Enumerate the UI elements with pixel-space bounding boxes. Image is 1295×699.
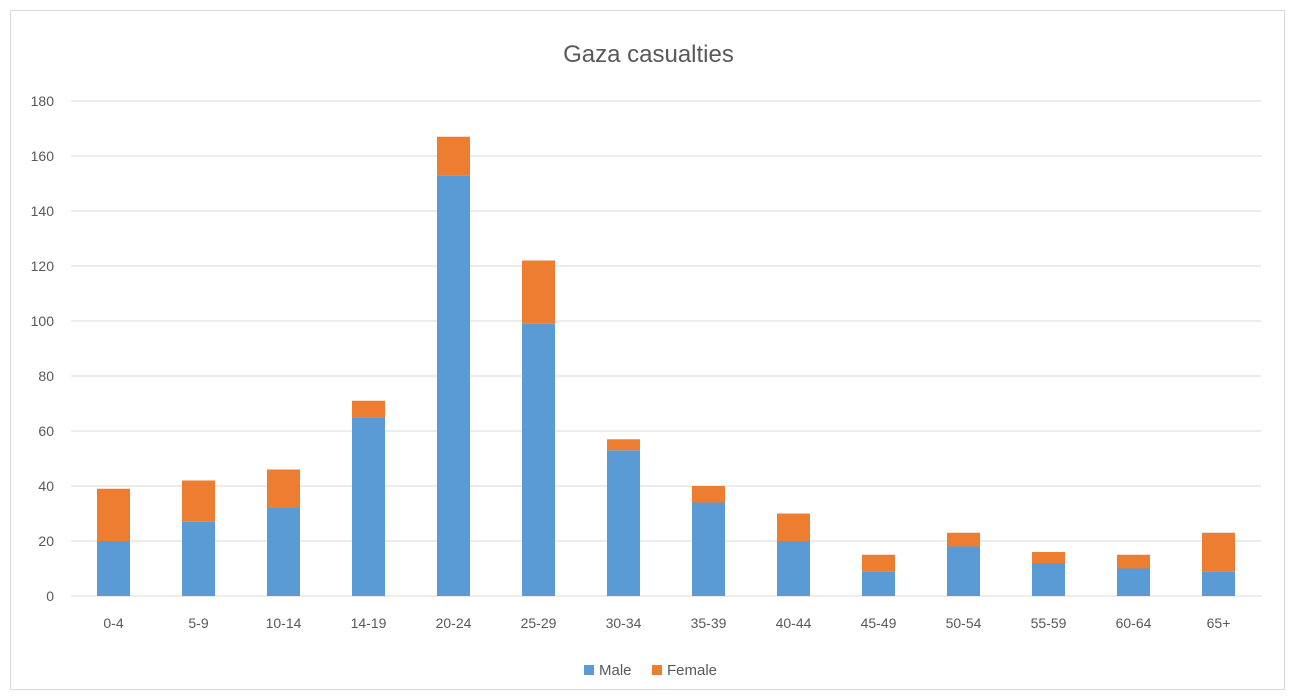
- bar-male-35-39: [692, 502, 725, 596]
- bar-female-10-14: [267, 469, 300, 508]
- bar-female-30-34: [607, 439, 640, 451]
- y-tick-label: 160: [31, 148, 55, 164]
- bar-male-14-19: [352, 417, 385, 596]
- x-tick-label: 40-44: [776, 615, 812, 631]
- bar-male-5-9: [182, 521, 215, 596]
- bar-female-5-9: [182, 480, 215, 522]
- bar-female-0-4: [97, 488, 130, 541]
- bar-female-50-54: [947, 532, 980, 547]
- bar-female-35-39: [692, 486, 725, 503]
- x-tick-label: 60-64: [1116, 615, 1152, 631]
- gridlines: [71, 100, 1261, 597]
- legend: Male Female: [584, 662, 717, 679]
- y-tick-label: 20: [38, 533, 54, 549]
- x-tick-label: 25-29: [521, 615, 557, 631]
- bar-male-20-24: [437, 175, 470, 596]
- x-tick-label: 45-49: [861, 615, 897, 631]
- x-tick-label: 20-24: [436, 615, 472, 631]
- y-tick-label: 0: [46, 588, 54, 604]
- bar-male-65+: [1202, 571, 1235, 596]
- bar-male-30-34: [607, 450, 640, 596]
- bar-male-0-4: [97, 541, 130, 596]
- bar-female-45-49: [862, 554, 895, 572]
- y-tick-label: 140: [31, 203, 55, 219]
- x-tick-label: 0-4: [103, 615, 123, 631]
- bar-female-55-59: [1032, 552, 1065, 563]
- x-tick-label: 10-14: [266, 615, 302, 631]
- legend-swatch-female: [652, 665, 662, 675]
- x-tick-label: 14-19: [351, 615, 387, 631]
- legend-label-female: Female: [667, 662, 717, 679]
- bar-female-65+: [1202, 532, 1235, 572]
- bar-female-25-29: [522, 260, 555, 324]
- x-tick-label: 30-34: [606, 615, 642, 631]
- chart-title: Gaza casualties: [563, 41, 734, 68]
- bar-female-60-64: [1117, 554, 1150, 569]
- bar-male-45-49: [862, 571, 895, 596]
- x-axis-tick-labels: 0-4 5-9 10-14 14-19 20-24 25-29 30-34 35-39 40-4…: [103, 615, 1230, 631]
- bar-male-40-44: [777, 541, 810, 596]
- bar-male-55-59: [1032, 563, 1065, 596]
- legend-swatch-male: [584, 665, 594, 675]
- bar-male-25-29: [522, 323, 555, 596]
- bar-male-50-54: [947, 546, 980, 596]
- y-tick-label: 180: [31, 93, 55, 109]
- legend-label-male: Male: [599, 662, 632, 679]
- bars: [97, 136, 1235, 596]
- y-tick-label: 100: [31, 313, 55, 329]
- x-tick-label: 35-39: [691, 615, 727, 631]
- x-tick-label: 65+: [1207, 615, 1231, 631]
- bar-female-20-24: [437, 136, 470, 176]
- y-axis-tick-labels: 0 20 40 60 80 100 120 140 160 180: [31, 93, 55, 604]
- x-tick-label: 5-9: [188, 615, 208, 631]
- chart-frame: Gaza casualties 0 20 40 60 80 100 120 140 160 180…: [10, 10, 1285, 690]
- bar-female-14-19: [352, 400, 385, 418]
- bar-male-10-14: [267, 508, 300, 596]
- chart-svg: Gaza casualties 0 20 40 60 80 100 120 140 160 180…: [31, 41, 1261, 679]
- x-tick-label: 55-59: [1031, 615, 1067, 631]
- y-tick-label: 60: [38, 423, 54, 439]
- bar-female-40-44: [777, 513, 810, 541]
- y-tick-label: 80: [38, 368, 54, 384]
- x-tick-label: 50-54: [946, 615, 982, 631]
- bar-male-60-64: [1117, 568, 1150, 596]
- y-tick-label: 40: [38, 478, 54, 494]
- y-tick-label: 120: [31, 258, 55, 274]
